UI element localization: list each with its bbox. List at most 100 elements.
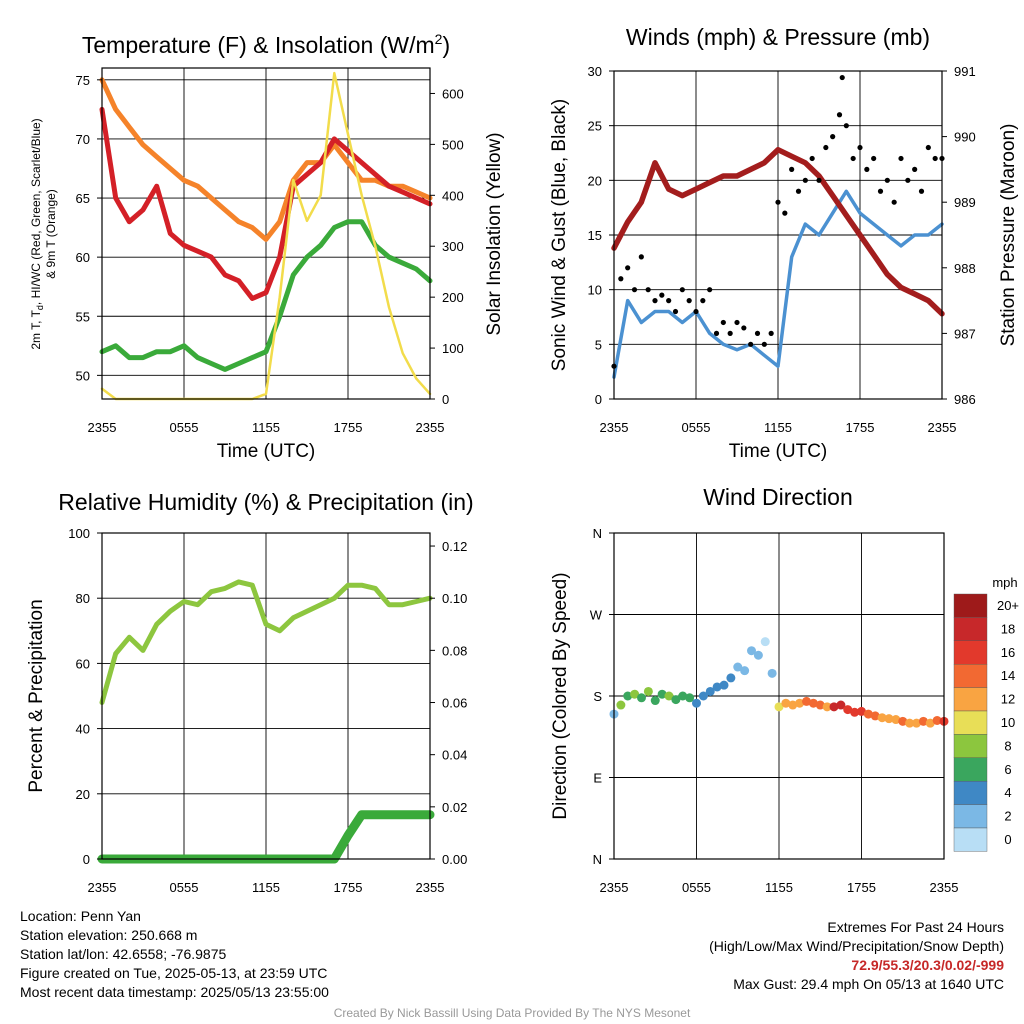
wind-series-line [612,189,944,379]
gust-point [748,341,754,347]
station-info: Location: Penn Yan Station elevation: 25… [20,907,329,1002]
winds-grid [614,71,942,399]
gust-point [850,155,856,162]
gust-point [775,199,781,205]
pressure-right-ticks: 986 987 988 989 990 991 [942,64,976,407]
left-tick-label: S [593,689,602,704]
time-tick-label: 2355 [416,420,445,435]
direction-point [637,693,646,703]
gust-point [891,199,897,205]
direction-point [623,691,633,701]
wind-direction-title: Wind Direction [703,484,853,510]
right-tick-label: 400 [442,188,464,203]
colorbar-label: 16 [1001,645,1015,660]
gust-point [918,188,925,194]
gust-point [898,155,904,162]
time-tick-label: 2355 [600,880,629,895]
time-tick-label: 2355 [88,880,117,895]
left-tick-label: 25 [588,119,602,134]
direction-point [643,686,653,696]
gust-point [761,341,767,347]
gust-point [734,319,740,326]
direction-point [740,666,750,676]
left-tick-label: 50 [76,368,90,383]
time-tick-label: 0555 [682,420,711,435]
time-tick-label: 1155 [252,420,280,435]
direction-point [747,646,756,656]
gust-point [707,287,713,293]
colorbar-swatch [953,804,988,829]
temperature-ylabel-line1: 2m T, Td, HI/WC (Red, Green, Scarlet/Blu… [29,118,45,349]
humidity-time-ticks: 2355 0555 1155 1755 2355 [88,880,445,895]
direction-point [822,702,832,712]
gust-point [727,330,733,336]
direction-point [932,715,942,725]
gust-point [912,166,918,172]
gust-point [857,144,863,151]
right-tick-label: 0.08 [442,643,467,658]
right-tick-label: 100 [442,341,464,356]
right-tick-label: 0.00 [442,852,467,867]
direction-point [664,691,674,701]
left-tick-label: 60 [76,656,90,671]
direction-point [767,668,777,678]
direction-point [857,706,866,716]
left-tick-label: 75 [76,73,90,88]
solar-right-ticks: 0 100 200 300 400 500 600 [430,86,464,407]
station-elevation: Station elevation: 250.668 m [20,927,198,943]
t9-series-line [99,77,433,242]
direction-point [870,711,880,721]
gust-point [693,308,699,315]
colorbar-swatch [953,734,988,759]
left-tick-label: 20 [76,787,90,802]
direction-point [705,686,715,696]
left-tick-label: 5 [595,337,602,352]
left-tick-label: 65 [76,191,90,206]
gust-point [666,298,672,304]
humidity-frame [101,532,431,860]
temperature-left-ticks: 50 55 60 65 70 75 [76,73,102,383]
left-tick-label: W [590,608,603,623]
left-tick-label: 80 [76,591,90,606]
gust-point [618,276,624,282]
direction-point [808,698,818,708]
colorbar-label: 4 [1004,785,1011,800]
gust-point [645,287,651,293]
right-tick-label: 990 [954,130,976,145]
direction-point [760,637,770,647]
recent-timestamp: Most recent data timestamp: 2025/05/13 2… [20,984,329,1000]
winds-xlabel: Time (UTC) [729,441,828,462]
gust-point [884,177,890,183]
gust-point [768,330,774,336]
colorbar-swatch [953,617,988,642]
left-tick-label: 15 [588,228,602,243]
winds-panel: Winds (mph) & Pressure (mb) 0 5 10 15 20 25 30… [549,24,1019,462]
right-tick-label: 500 [442,137,464,152]
gust-point [864,166,870,172]
temperature-time-ticks: 2355 0555 1155 1755 2355 [88,420,445,435]
direction-point [719,680,729,690]
direction-point [918,716,928,726]
extremes-title: Extremes For Past 24 Hours [827,919,1004,935]
humidity-panel: Relative Humidity (%) & Precipitation (i… [26,489,474,895]
direction-point [788,700,798,710]
figure-created: Figure created on Tue, 2025-05-13, at 23… [20,965,328,981]
direction-point [692,698,701,708]
precip-right-ticks: 0.00 0.02 0.04 0.06 0.08 0.10 0.12 [430,539,467,867]
direction-point [898,716,908,726]
right-tick-label: 200 [442,290,464,305]
time-tick-label: 0555 [170,880,199,895]
time-tick-label: 1755 [846,420,875,435]
gust-point [839,74,845,81]
gust-point [720,319,726,326]
time-tick-label: 2355 [930,880,959,895]
left-tick-label: 60 [76,250,90,265]
colorbar-swatch [953,664,988,688]
t2-series-line [99,106,433,301]
colorbar-label: 12 [1001,692,1015,707]
gust-point [830,134,836,140]
extremes-info: Extremes For Past 24 Hours (High/Low/Max… [709,918,1004,994]
station-location: Location: Penn Yan [20,908,141,924]
gust-point [659,292,665,298]
